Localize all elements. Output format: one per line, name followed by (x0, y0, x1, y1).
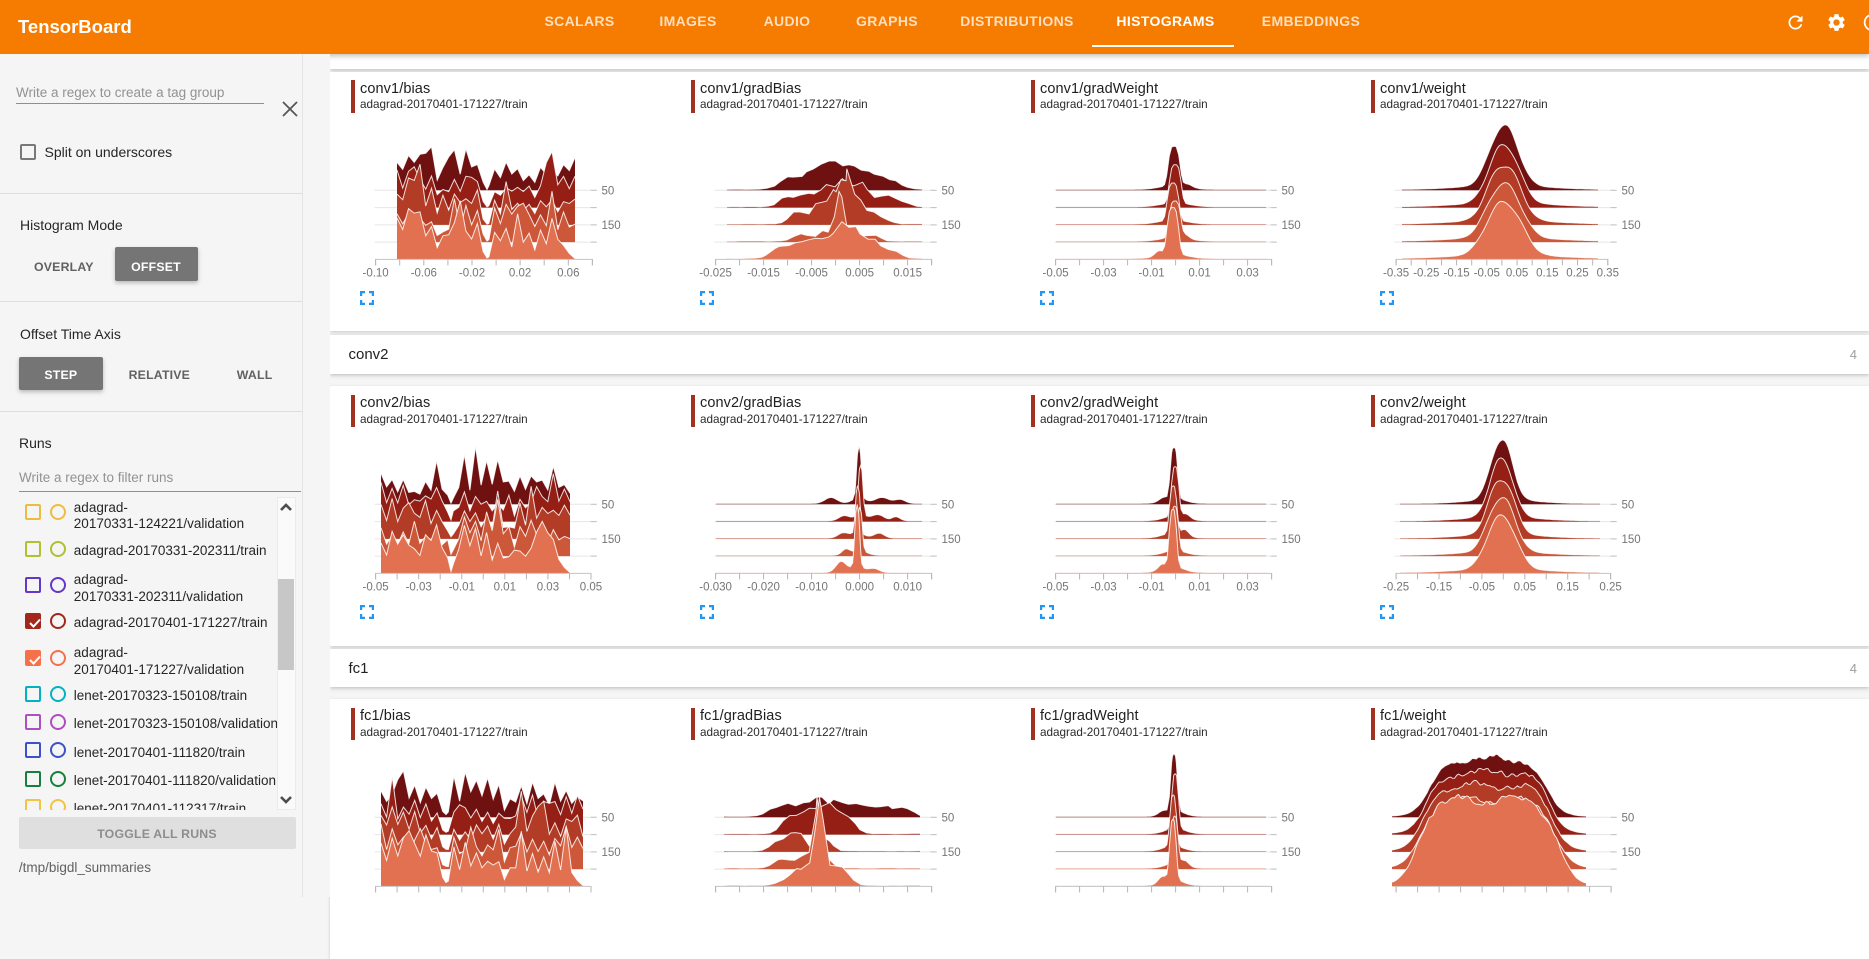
svg-text:0.01: 0.01 (1188, 581, 1210, 593)
svg-text:50: 50 (1282, 185, 1295, 197)
svg-text:-0.25: -0.25 (1383, 581, 1409, 593)
svg-text:-0.010: -0.010 (795, 581, 828, 593)
svg-text:150: 150 (1622, 534, 1641, 546)
svg-text:150: 150 (1282, 534, 1301, 546)
svg-text:0.000: 0.000 (845, 581, 874, 593)
svg-text:150: 150 (1282, 219, 1301, 231)
svg-text:150: 150 (942, 534, 961, 546)
svg-text:0.03: 0.03 (1236, 267, 1258, 279)
svg-text:0.25: 0.25 (1566, 267, 1588, 279)
svg-text:-0.06: -0.06 (411, 267, 437, 279)
svg-text:-0.025: -0.025 (699, 267, 732, 279)
svg-text:50: 50 (942, 499, 955, 511)
svg-text:150: 150 (602, 847, 621, 859)
svg-text:0.06: 0.06 (557, 267, 579, 279)
svg-text:0.03: 0.03 (537, 581, 559, 593)
svg-text:150: 150 (602, 219, 621, 231)
svg-text:0.25: 0.25 (1599, 581, 1621, 593)
svg-text:0.005: 0.005 (845, 267, 874, 279)
svg-text:-0.03: -0.03 (406, 581, 432, 593)
svg-text:0.015: 0.015 (893, 267, 922, 279)
svg-text:50: 50 (1622, 812, 1635, 824)
svg-text:0.010: 0.010 (893, 581, 922, 593)
svg-text:0.05: 0.05 (1514, 581, 1536, 593)
svg-text:50: 50 (602, 812, 615, 824)
svg-text:-0.015: -0.015 (747, 267, 780, 279)
svg-text:-0.05: -0.05 (362, 581, 388, 593)
svg-text:50: 50 (1282, 499, 1295, 511)
svg-text:0.15: 0.15 (1536, 267, 1558, 279)
svg-text:0.01: 0.01 (494, 581, 516, 593)
svg-text:150: 150 (1622, 847, 1641, 859)
svg-text:-0.01: -0.01 (1138, 267, 1164, 279)
svg-text:150: 150 (1622, 219, 1641, 231)
svg-text:50: 50 (602, 499, 615, 511)
svg-text:50: 50 (1282, 812, 1295, 824)
svg-text:-0.25: -0.25 (1413, 267, 1439, 279)
svg-text:-0.05: -0.05 (1042, 267, 1068, 279)
svg-text:50: 50 (942, 185, 955, 197)
svg-text:0.02: 0.02 (509, 267, 531, 279)
svg-text:0.03: 0.03 (1236, 581, 1258, 593)
svg-text:-0.05: -0.05 (1474, 267, 1500, 279)
svg-text:0.05: 0.05 (580, 581, 602, 593)
svg-text:-0.15: -0.15 (1426, 581, 1452, 593)
svg-text:50: 50 (1622, 499, 1635, 511)
svg-text:-0.05: -0.05 (1469, 581, 1495, 593)
svg-text:50: 50 (1622, 185, 1635, 197)
svg-text:150: 150 (602, 534, 621, 546)
svg-text:-0.030: -0.030 (699, 581, 732, 593)
svg-text:150: 150 (1282, 847, 1301, 859)
svg-text:-0.005: -0.005 (795, 267, 828, 279)
svg-text:-0.05: -0.05 (1042, 581, 1068, 593)
svg-text:-0.03: -0.03 (1090, 267, 1116, 279)
svg-text:50: 50 (942, 812, 955, 824)
svg-text:-0.03: -0.03 (1090, 581, 1116, 593)
svg-text:-0.01: -0.01 (449, 581, 475, 593)
svg-text:-0.35: -0.35 (1383, 267, 1409, 279)
svg-text:0.05: 0.05 (1506, 267, 1528, 279)
svg-text:-0.02: -0.02 (459, 267, 485, 279)
svg-text:-0.15: -0.15 (1443, 267, 1469, 279)
svg-text:-0.020: -0.020 (747, 581, 780, 593)
svg-text:150: 150 (942, 847, 961, 859)
svg-text:-0.01: -0.01 (1138, 581, 1164, 593)
svg-text:0.01: 0.01 (1188, 267, 1210, 279)
svg-text:50: 50 (602, 185, 615, 197)
svg-text:150: 150 (942, 219, 961, 231)
svg-text:0.35: 0.35 (1597, 267, 1619, 279)
svg-text:-0.10: -0.10 (362, 267, 388, 279)
svg-text:0.15: 0.15 (1557, 581, 1579, 593)
